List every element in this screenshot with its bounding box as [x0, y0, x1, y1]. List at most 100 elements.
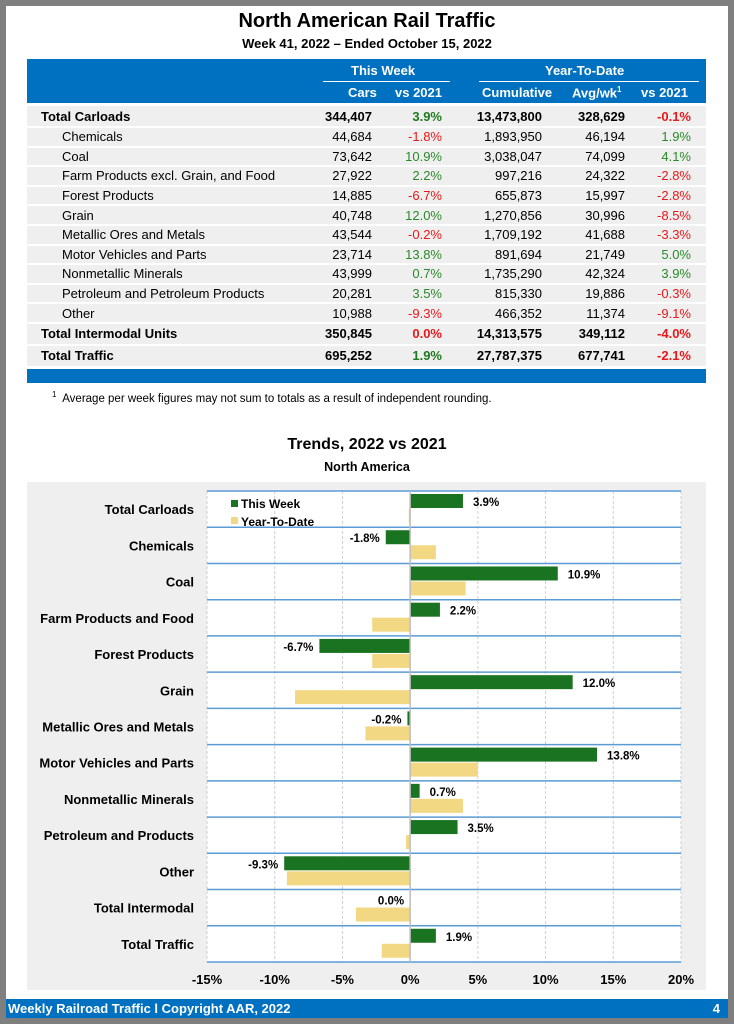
- cell-vs-week: 2.2%: [372, 167, 442, 185]
- row-label: Forest Products: [27, 186, 297, 205]
- chart-title: Trends, 2022 vs 2021: [287, 436, 447, 453]
- cell-vs-week: 3.9%: [372, 106, 442, 126]
- cell-vs-week: -1.8%: [372, 128, 442, 146]
- traffic-table: Total Carloads 344,407 3.9% 13,473,800 328,6…: [27, 104, 706, 368]
- table-row: Coal 73,642 10.9% 3,038,047 74,099 4.1%: [27, 147, 706, 166]
- cell-avg: 41,688: [542, 225, 625, 244]
- bar-this-week: [410, 747, 598, 762]
- cell-cars: 40,748: [297, 206, 372, 224]
- bar-this-week: [410, 494, 463, 508]
- page-subtitle: Week 41, 2022 – Ended October 15, 2022: [242, 36, 492, 51]
- bar-ytd: [410, 581, 466, 596]
- cell-cars: 27,922: [297, 167, 372, 185]
- category-label: Metallic Ores and Metals: [42, 720, 194, 735]
- category-label: Nonmetallic Minerals: [64, 792, 194, 807]
- bar-ytd: [410, 762, 478, 777]
- cell-pad: [691, 304, 706, 322]
- table-row: Grain 40,748 12.0% 1,270,856 30,996 -8.5%: [27, 206, 706, 224]
- cell-vs-week: 10.9%: [372, 147, 442, 166]
- cell-vs-ytd: -0.3%: [625, 284, 691, 303]
- category-label: Coal: [166, 575, 194, 590]
- x-tick-label: -5%: [331, 972, 355, 987]
- bar-ytd: [286, 871, 411, 886]
- row-label: Total Carloads: [27, 106, 297, 126]
- plot-area: [207, 491, 681, 962]
- table-row: Forest Products 14,885 -6.7% 655,873 15,997-…: [27, 186, 706, 205]
- bar-this-week: [284, 856, 411, 871]
- row-label: Coal: [27, 147, 297, 166]
- data-label: 3.5%: [468, 823, 494, 835]
- cell-pad: [691, 106, 706, 126]
- bar-ytd: [406, 835, 411, 850]
- footnote-text: Average per week figures may not sum to …: [62, 392, 492, 405]
- cell-vs-week: 3.5%: [372, 284, 442, 303]
- footnote-mark: 1: [617, 85, 622, 94]
- bar-this-week: [410, 566, 558, 581]
- table-row: Total Intermodal Units 350,845 0.0% 14,313,…: [27, 323, 706, 344]
- data-label: 0.7%: [430, 787, 456, 799]
- category-label: Farm Products and Food: [40, 611, 194, 626]
- legend-label-this-week: This Week: [241, 497, 300, 511]
- table-row: Chemicals 44,684 -1.8% 1,893,950 46,194 1.9%: [27, 128, 706, 146]
- cell-vs-ytd: -9.1%: [625, 304, 691, 322]
- cell-cumulative: 466,352: [442, 304, 542, 322]
- category-label: Other: [159, 864, 194, 879]
- x-tick-label: 5%: [468, 972, 487, 987]
- bar-this-week: [407, 711, 411, 726]
- data-label: -0.2%: [371, 714, 401, 726]
- cell-pad: [691, 245, 706, 264]
- cell-avg: 74,099: [542, 147, 625, 166]
- cell-pad: [691, 345, 706, 366]
- cell-avg: 19,886: [542, 284, 625, 303]
- cell-vs-week: -6.7%: [372, 186, 442, 205]
- cell-cars: 20,281: [297, 284, 372, 303]
- table-footer-bar: [27, 369, 706, 383]
- cell-vs-week: 1.9%: [372, 345, 442, 366]
- cell-vs-ytd: 4.1%: [625, 147, 691, 166]
- bar-ytd: [365, 726, 411, 741]
- cell-cumulative: 27,787,375: [442, 345, 542, 366]
- cell-avg: 30,996: [542, 206, 625, 224]
- col-vs2021-week: vs 2021: [395, 85, 442, 100]
- cell-pad: [691, 147, 706, 166]
- page-number: 4: [712, 1001, 720, 1016]
- cell-vs-ytd: -3.3%: [625, 225, 691, 244]
- cell-vs-week: 0.0%: [372, 323, 442, 344]
- cell-vs-week: -0.2%: [372, 225, 442, 244]
- bar-ytd: [410, 545, 436, 560]
- row-label: Farm Products excl. Grain, and Food: [27, 167, 297, 185]
- cell-cars: 44,684: [297, 128, 372, 146]
- data-label: 2.2%: [450, 606, 476, 618]
- category-label: Forest Products: [94, 647, 194, 662]
- table-row: Total Carloads 344,407 3.9% 13,473,800 328,6…: [27, 106, 706, 126]
- cell-vs-week: 13.8%: [372, 245, 442, 264]
- category-label: Total Traffic: [121, 937, 194, 952]
- col-cars: Cars: [348, 85, 377, 100]
- cell-vs-ytd: 5.0%: [625, 245, 691, 264]
- data-label: 0.0%: [378, 896, 404, 908]
- legend-swatch-ytd: [231, 517, 238, 524]
- cell-pad: [691, 167, 706, 185]
- group-divider: [479, 81, 699, 82]
- bar-this-week: [410, 602, 440, 617]
- data-label: 12.0%: [583, 678, 616, 690]
- cell-cumulative: 815,330: [442, 284, 542, 303]
- cell-cars: 695,252: [297, 345, 372, 366]
- data-label: -9.3%: [248, 859, 278, 871]
- table-row: Other 10,988 -9.3% 466,352 11,374 -9.1%: [27, 304, 706, 322]
- category-label: Motor Vehicles and Parts: [39, 756, 194, 771]
- table-row: Farm Products excl. Grain, and Food 27,92…: [27, 167, 706, 185]
- row-label: Nonmetallic Minerals: [27, 265, 297, 283]
- cell-avg: 46,194: [542, 128, 625, 146]
- bar-ytd: [381, 943, 411, 958]
- cell-cumulative: 14,313,575: [442, 323, 542, 344]
- row-label: Grain: [27, 206, 297, 224]
- data-label: 1.9%: [446, 932, 472, 944]
- cell-pad: [691, 128, 706, 146]
- bar-ytd: [295, 690, 411, 705]
- footnote: 1 Average per week figures may not sum t…: [52, 390, 492, 405]
- col-avg-wk: Avg/wk1: [572, 85, 621, 100]
- x-tick-label: 0%: [401, 972, 420, 987]
- footnote-mark: 1: [52, 390, 57, 399]
